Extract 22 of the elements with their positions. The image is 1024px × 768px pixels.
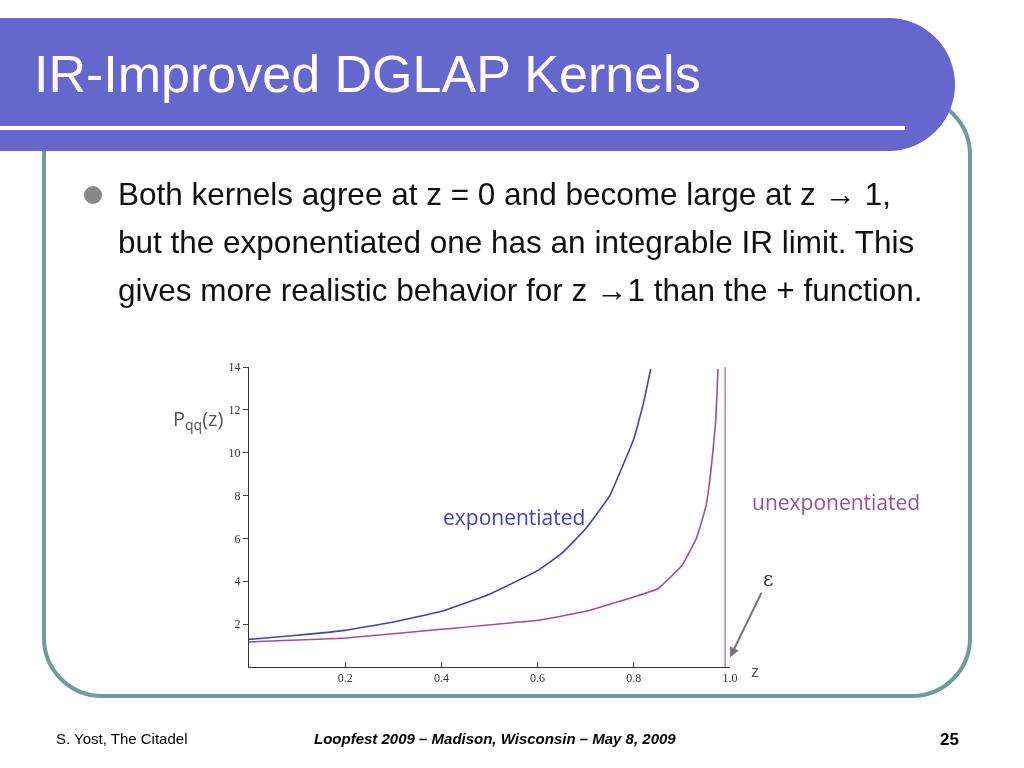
- text: S. Yost, The Citadel: [56, 730, 188, 747]
- y-tick-label: 6: [234, 531, 241, 546]
- y-tick-label: 4: [234, 574, 241, 589]
- y-tick-label: 14: [228, 360, 241, 375]
- text: 25: [940, 730, 959, 750]
- y-tick-label: 2: [234, 617, 241, 632]
- text: unexponentiated: [752, 488, 921, 516]
- chart-title: IR-Improved DGLAP Kernels: [34, 44, 701, 104]
- y-axis-title: P$_{qq}$(z): [173, 405, 224, 435]
- annotation: ε: [763, 567, 774, 591]
- x-tick-label: 0.6: [530, 671, 546, 686]
- x-tick-label: 1.0: [722, 671, 738, 686]
- x-axis-title: z: [751, 659, 759, 682]
- x-tick-label: 0.4: [433, 671, 449, 686]
- chart-subtitle: Both kernels agree at z = 0 and become large at z → 1, but the exponentiated one has an integrable IR limit. This gives more realistic behavior for z →1 than the + function.: [118, 175, 924, 310]
- y-tick-label: 12: [228, 403, 241, 418]
- y-tick-label: 10: [228, 445, 241, 460]
- series-label: exponentiated: [443, 503, 586, 531]
- text: Loopfest 2009 – Madison, Wisconsin – May 8, 2009: [314, 730, 676, 747]
- x-tick-label: 0.8: [626, 671, 642, 686]
- x-tick-label: 0.2: [337, 671, 353, 686]
- y-tick-label: 8: [234, 488, 241, 503]
